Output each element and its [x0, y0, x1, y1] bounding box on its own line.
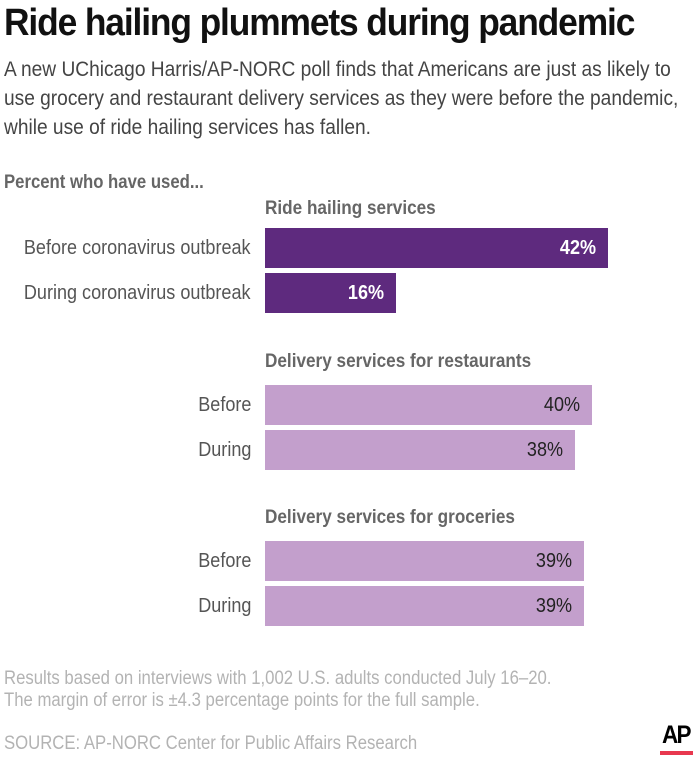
bar-value-label: 42% — [559, 236, 596, 259]
category-label: During — [197, 594, 251, 617]
bar-value-label: 39% — [535, 549, 572, 572]
source-note: SOURCE: AP-NORC Center for Public Affair… — [4, 733, 418, 754]
chart-subtitle: A new UChicago Harris/AP-NORC poll finds… — [4, 57, 679, 139]
category-label: Before coronavirus outbreak — [24, 236, 251, 259]
bar-value-label: 38% — [526, 438, 563, 461]
bar-value-label: 39% — [535, 594, 572, 617]
bar: 40% — [265, 385, 592, 425]
bar: 16% — [265, 273, 396, 313]
bar: 42% — [265, 228, 608, 268]
category-label: Before — [197, 549, 251, 572]
category-label: During coronavirus outbreak — [24, 281, 251, 304]
ap-logo: AP — [662, 721, 691, 749]
section-label: Percent who have used... — [4, 172, 204, 193]
footnote-line-1: Results based on interviews with 1,002 U… — [4, 668, 552, 689]
bar-value-label: 40% — [543, 393, 580, 416]
group-title: Delivery services for groceries — [265, 506, 515, 528]
group-title: Delivery services for restaurants — [265, 350, 532, 372]
category-label: During — [197, 438, 251, 461]
bar: 38% — [265, 430, 575, 470]
bar: 39% — [265, 541, 584, 581]
bar: 39% — [265, 586, 584, 626]
category-label: Before — [197, 393, 251, 416]
chart-title: Ride hailing plummets during pandemic — [4, 2, 635, 44]
footnote-line-2: The margin of error is ±4.3 percentage p… — [4, 690, 480, 711]
bar-value-label: 16% — [347, 281, 384, 304]
group-title: Ride hailing services — [265, 197, 436, 219]
ap-logo-underline — [660, 751, 693, 755]
